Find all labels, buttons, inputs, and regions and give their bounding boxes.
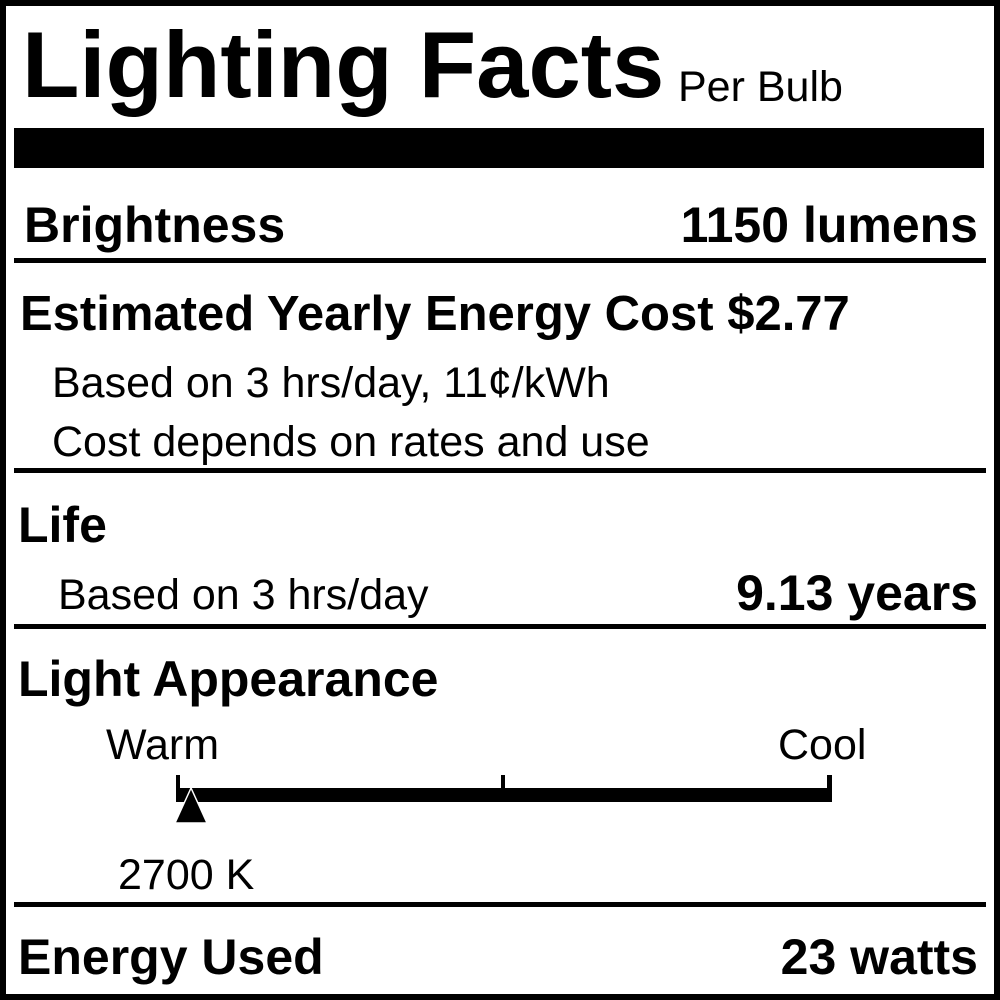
color-temperature-value: 2700 K: [118, 851, 255, 899]
brightness-label: Brightness: [24, 197, 286, 253]
light-appearance-label: Light Appearance: [18, 651, 439, 707]
brightness-value: 1150 lumens: [680, 197, 978, 253]
scale-tick-mid: [501, 775, 505, 795]
cool-label: Cool: [778, 721, 867, 769]
energy-cost-label: Estimated Yearly Energy Cost $2.77: [20, 290, 850, 339]
life-label: Life: [18, 497, 107, 553]
energy-used-label: Energy Used: [18, 929, 324, 985]
label-title: Lighting Facts: [22, 12, 665, 117]
energy-used-value: 23 watts: [780, 929, 978, 985]
energy-cost-note-rate: Based on 3 hrs/day, 11¢/kWh: [52, 359, 610, 407]
color-temperature-marker: [173, 786, 209, 824]
divider: [14, 902, 986, 907]
energy-cost-value: $2.77: [727, 287, 850, 341]
color-temperature-scale: [173, 775, 832, 824]
title-bar: [14, 128, 984, 168]
energy-cost-label-text: Estimated Yearly Energy Cost: [20, 287, 714, 341]
divider: [14, 468, 986, 473]
per-bulb-subtitle: Per Bulb: [678, 63, 843, 111]
life-note: Based on 3 hrs/day: [58, 571, 429, 619]
divider: [14, 258, 986, 263]
energy-cost-note-use: Cost depends on rates and use: [52, 418, 650, 466]
life-value: 9.13 years: [736, 565, 978, 621]
scale-tick-cool: [827, 775, 832, 795]
warm-label: Warm: [106, 721, 220, 769]
divider: [14, 624, 986, 629]
scale-tick-warm: [176, 775, 180, 795]
